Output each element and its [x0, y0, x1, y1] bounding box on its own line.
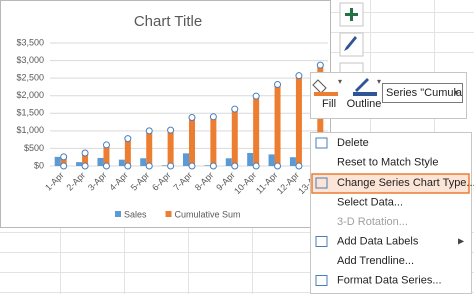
bar	[189, 117, 195, 166]
bar	[210, 116, 217, 166]
bar	[82, 152, 89, 166]
fill-swatch	[314, 92, 338, 96]
bar	[268, 154, 275, 166]
chart-title: Chart Title	[134, 13, 202, 30]
y-tick-label: $500	[24, 143, 44, 153]
menu-icon	[315, 177, 328, 189]
selection-handle	[231, 105, 239, 113]
y-tick-label: $2,500	[16, 73, 44, 83]
menu-item[interactable]: Add Data Labels	[337, 235, 419, 247]
svg-text:▾: ▾	[338, 77, 342, 86]
context-menu: Delete Reset to Match Style Change Series …	[310, 132, 474, 294]
bar	[161, 165, 168, 166]
menu-icon	[315, 236, 328, 247]
selection-handle	[167, 162, 175, 170]
menu-item[interactable]: Change Series Chart Type...	[337, 177, 474, 189]
bar	[183, 153, 189, 166]
y-tick-label: $3,500	[16, 37, 44, 47]
chart-filters-button[interactable]	[339, 62, 364, 74]
selection-handle	[145, 162, 153, 170]
selection-handle	[124, 135, 132, 143]
legend-swatch	[115, 211, 121, 217]
menu-icon	[315, 137, 328, 149]
bar	[225, 158, 232, 166]
svg-text:▾: ▾	[454, 88, 458, 97]
bar	[118, 159, 125, 166]
menu-highlight	[311, 173, 470, 194]
y-tick-label: $1,500	[16, 108, 44, 118]
selection-handle	[102, 162, 110, 170]
bar	[140, 158, 147, 166]
outline-swatch	[353, 92, 377, 96]
selection-handle	[295, 162, 303, 170]
y-tick-label: $0	[34, 160, 44, 170]
selection-handle	[81, 149, 89, 157]
bar	[146, 130, 153, 166]
legend-swatch	[165, 211, 172, 217]
legend-label: Cumulative Sum	[175, 209, 241, 219]
selection-handle	[145, 127, 153, 135]
bar	[247, 152, 254, 166]
outline-button[interactable]: Outline	[347, 98, 382, 110]
bar	[253, 96, 260, 166]
bar	[167, 130, 174, 166]
menu-item[interactable]: Delete	[337, 137, 369, 149]
selection-handle	[274, 80, 282, 88]
selection-handle	[252, 162, 260, 170]
legend-label: Sales	[124, 209, 147, 219]
selection-handle	[81, 162, 89, 170]
bar	[289, 157, 296, 166]
format-toolbar: ▾ Fill ▾ Outline Series "Cumula ▾	[310, 72, 467, 119]
submenu-arrow: ▶	[458, 237, 465, 246]
menu-item[interactable]: Format Data Series...	[337, 274, 442, 286]
selection-handle	[60, 153, 68, 161]
y-tick-label: $1,000	[16, 125, 44, 135]
bar	[231, 109, 238, 166]
menu-item[interactable]: Add Trendline...	[337, 255, 414, 267]
selection-handle	[167, 126, 175, 134]
bar	[124, 138, 131, 166]
selection-handle	[274, 162, 282, 170]
selection-handle	[252, 92, 260, 100]
bar	[97, 157, 104, 166]
bar	[103, 144, 110, 166]
svg-text:▾: ▾	[377, 77, 381, 86]
bar	[60, 156, 67, 166]
selection-handle	[188, 114, 196, 122]
chart-buttons	[339, 2, 364, 74]
y-tick-label: $3,000	[16, 55, 44, 65]
bar	[204, 165, 211, 166]
fill-button[interactable]: Fill	[322, 98, 336, 110]
selection-handle	[209, 113, 217, 121]
menu-item[interactable]: 3-D Rotation...	[337, 216, 408, 228]
menu-icon	[315, 275, 328, 286]
y-tick-label: $2,000	[16, 90, 44, 100]
menu-item[interactable]: Reset to Match Style	[337, 156, 439, 168]
selection-handle	[102, 141, 110, 149]
bar	[54, 156, 61, 166]
selection-handle	[209, 162, 217, 170]
selection-handle	[124, 162, 132, 170]
selection-handle	[188, 162, 196, 170]
selection-handle	[316, 61, 324, 69]
bar	[274, 84, 281, 166]
menu-item[interactable]: Select Data...	[337, 196, 403, 208]
bar	[295, 75, 302, 166]
selection-handle	[231, 162, 239, 170]
menu-frame	[310, 132, 472, 294]
selection-handle	[60, 162, 68, 170]
series-selector[interactable]: Series "Cumula	[386, 87, 463, 99]
selection-handle	[295, 72, 303, 80]
series-dropdown[interactable]	[382, 83, 463, 103]
bar	[76, 162, 83, 166]
